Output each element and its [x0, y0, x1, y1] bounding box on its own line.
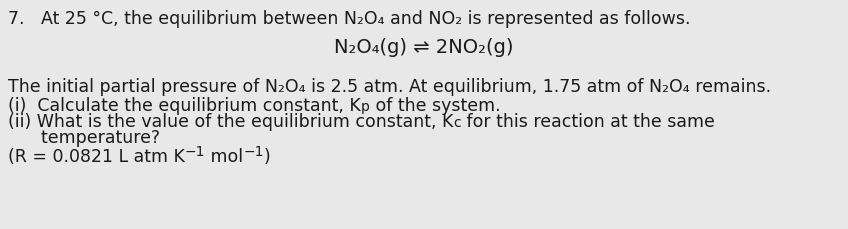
Text: ): )	[264, 147, 271, 165]
Text: −1: −1	[243, 144, 264, 158]
Text: mol: mol	[205, 147, 243, 165]
Text: of the system.: of the system.	[370, 97, 500, 114]
Text: temperature?: temperature?	[8, 128, 160, 146]
Text: −1: −1	[185, 144, 205, 158]
Text: (i)  Calculate the equilibrium constant, K: (i) Calculate the equilibrium constant, …	[8, 97, 360, 114]
Text: c: c	[454, 115, 461, 129]
Text: The initial partial pressure of N₂O₄ is 2.5 atm. At equilibrium, 1.75 atm of N₂O: The initial partial pressure of N₂O₄ is …	[8, 78, 771, 95]
Text: (ii) What is the value of the equilibrium constant, K: (ii) What is the value of the equilibriu…	[8, 112, 454, 131]
Text: N₂O₄(g) ⇌ 2NO₂(g): N₂O₄(g) ⇌ 2NO₂(g)	[334, 38, 514, 57]
Text: p: p	[360, 100, 370, 114]
Text: for this reaction at the same: for this reaction at the same	[461, 112, 715, 131]
Text: (R = 0.0821 L atm K: (R = 0.0821 L atm K	[8, 147, 185, 165]
Text: 7.   At 25 °C, the equilibrium between N₂O₄ and NO₂ is represented as follows.: 7. At 25 °C, the equilibrium between N₂O…	[8, 10, 690, 28]
